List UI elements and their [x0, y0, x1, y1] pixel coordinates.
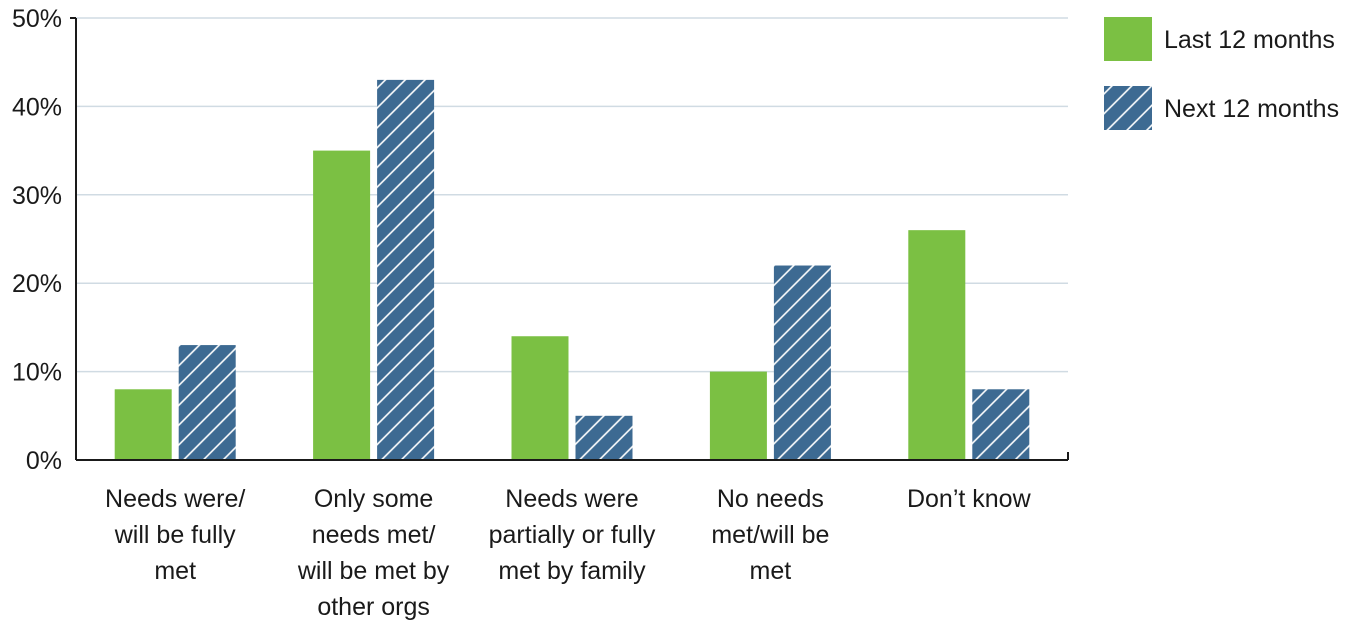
- y-tick-label: 50%: [12, 5, 62, 33]
- legend-label: Last 12 months: [1164, 26, 1335, 54]
- legend-swatch-next-12-months: [1104, 86, 1152, 130]
- bar-last-12-months: [908, 230, 966, 460]
- bar-next-12-months: [178, 345, 236, 460]
- x-category-label: No needs met/will be met: [711, 485, 829, 585]
- x-category-label-line: No needs: [717, 485, 824, 513]
- x-category-label-line: met: [750, 557, 792, 585]
- y-tick-label: 40%: [12, 93, 62, 121]
- bar-next-12-months: [575, 415, 633, 460]
- y-tick-label: 30%: [12, 182, 62, 210]
- y-tick-labels: 0% 10% 20% 30% 40% 50%: [12, 5, 62, 475]
- x-category-label: Needs were/will be fully met: [105, 485, 245, 585]
- x-category-label-line: other orgs: [317, 593, 430, 621]
- y-tick-label: 0%: [26, 447, 62, 475]
- bar-last-12-months: [313, 150, 371, 460]
- legend-label: Next 12 months: [1164, 95, 1339, 123]
- legend: Last 12 months Next 12 months: [1104, 17, 1339, 130]
- x-category-label-line: will be fully: [114, 521, 236, 549]
- x-category-label-line: partially or fully: [489, 521, 656, 549]
- bar-next-12-months: [972, 389, 1030, 460]
- gridlines: [76, 17, 1068, 373]
- x-category-label-line: Don’t know: [907, 485, 1032, 513]
- x-category-label: Don’t know: [907, 485, 1032, 513]
- bars: [114, 79, 1030, 460]
- x-category-label-line: met/will be: [711, 521, 829, 549]
- x-category-label-line: Only some: [314, 485, 433, 513]
- bar-last-12-months: [709, 371, 767, 460]
- x-category-labels: Needs were/will be fully met Only some need…: [105, 485, 1032, 621]
- x-category-label-line: met by family: [498, 557, 646, 585]
- y-tick-label: 10%: [12, 359, 62, 387]
- axes: [70, 17, 1069, 461]
- legend-swatch-last-12-months: [1104, 17, 1152, 61]
- x-category-label-line: met: [154, 557, 196, 585]
- x-category-label-line: needs met/: [312, 521, 436, 549]
- x-category-label-line: Needs were: [505, 485, 638, 513]
- x-category-label-line: will be met by: [297, 557, 450, 585]
- bar-next-12-months: [773, 265, 831, 460]
- x-category-label: Only some needs met/will be met by other o…: [297, 485, 450, 621]
- y-tick-label: 20%: [12, 270, 62, 298]
- x-category-label: Needs were partially or fully met by famil…: [489, 485, 656, 585]
- bar-last-12-months: [511, 336, 569, 460]
- bar-last-12-months: [114, 389, 172, 460]
- bar-next-12-months: [377, 79, 435, 460]
- x-category-label-line: Needs were/: [105, 485, 245, 513]
